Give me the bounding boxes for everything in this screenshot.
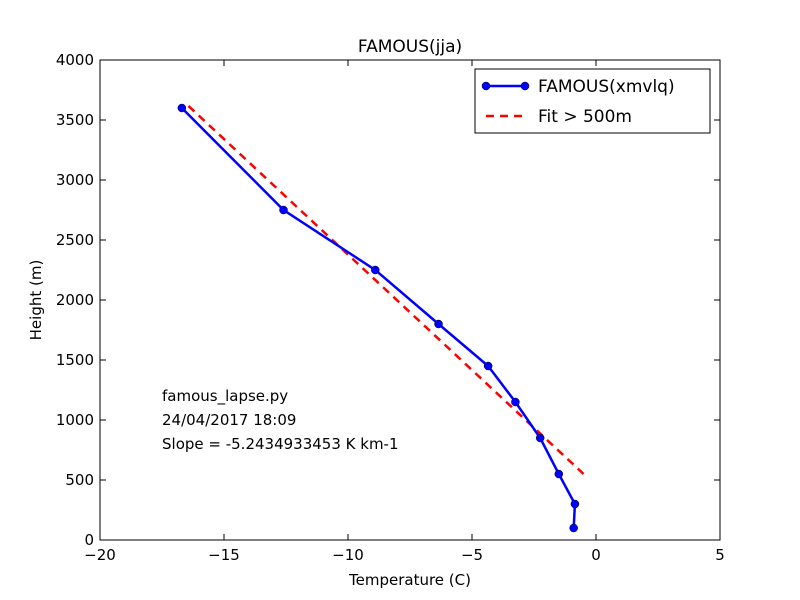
y-tick-label: 1000 xyxy=(56,411,94,429)
series-famous-point xyxy=(569,523,578,533)
y-tick-label: 3500 xyxy=(56,111,94,129)
series-famous-point xyxy=(371,265,380,275)
x-tick-label: 5 xyxy=(715,546,725,564)
x-tick-label: −15 xyxy=(208,546,240,564)
annotation-timestamp: 24/04/2017 18:09 xyxy=(162,411,296,429)
y-tick-label: 2000 xyxy=(56,291,94,309)
series-famous-point xyxy=(570,499,580,509)
plot-series xyxy=(177,103,585,533)
series-famous-point xyxy=(177,103,187,113)
series-famous-point xyxy=(554,469,564,479)
x-tick-label: −10 xyxy=(332,546,364,564)
x-tick-label: 0 xyxy=(591,546,601,564)
series-famous-point xyxy=(511,397,520,407)
x-tick-label: −5 xyxy=(461,546,483,564)
legend-label-famous: FAMOUS(xmvlq) xyxy=(538,77,675,97)
x-axis-label: Temperature (C) xyxy=(348,571,471,589)
y-axis-label: Height (m) xyxy=(27,260,45,341)
series-famous-point xyxy=(535,433,545,443)
annotation-slope: Slope = -5.2434933453 K km-1 xyxy=(162,435,399,453)
legend-swatch-famous-marker xyxy=(520,81,530,91)
series-famous-line xyxy=(180,107,577,529)
legend-box xyxy=(474,68,711,134)
legend: FAMOUS(xmvlq) Fit > 500m xyxy=(474,68,711,134)
legend-swatch-famous-marker xyxy=(481,81,491,91)
series-famous-point xyxy=(279,205,288,215)
y-tick-label: 3000 xyxy=(56,171,94,189)
series-fit-line xyxy=(185,103,585,475)
series-famous-point xyxy=(483,361,493,371)
chart-title: FAMOUS(jja) xyxy=(358,37,462,57)
x-axis-ticks: −20 −15 −10 −5 0 5 xyxy=(84,60,725,564)
y-tick-label: 500 xyxy=(65,471,94,489)
annotation-script-name: famous_lapse.py xyxy=(162,387,288,406)
plot-frame xyxy=(99,59,721,541)
y-tick-label: 4000 xyxy=(56,51,94,69)
x-tick-label: −20 xyxy=(84,546,116,564)
y-tick-label: 1500 xyxy=(56,351,94,369)
y-tick-label: 2500 xyxy=(56,231,94,249)
legend-label-fit: Fit > 500m xyxy=(538,107,632,127)
series-famous-point xyxy=(434,319,443,329)
y-tick-label: 0 xyxy=(84,531,94,549)
